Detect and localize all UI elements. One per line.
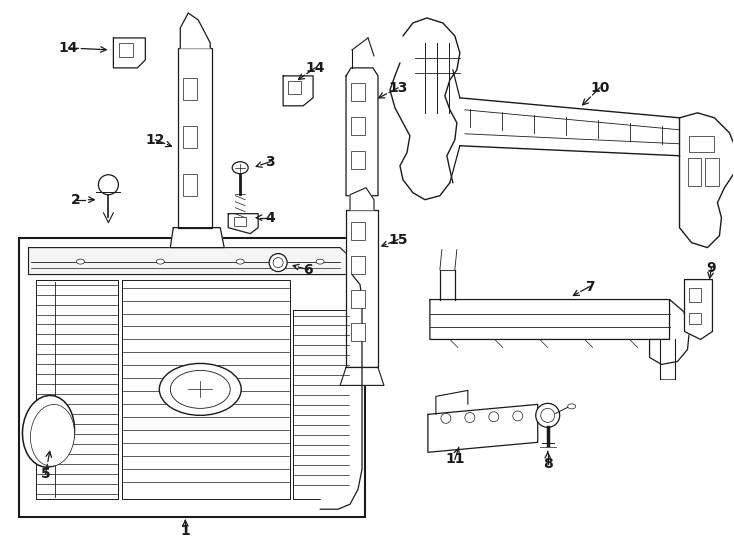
Ellipse shape — [232, 162, 248, 174]
Bar — [184, 78, 197, 100]
Bar — [351, 255, 365, 274]
Circle shape — [536, 403, 560, 427]
Bar — [689, 136, 714, 152]
Text: 8: 8 — [543, 457, 553, 471]
Ellipse shape — [316, 259, 324, 264]
Text: 7: 7 — [585, 280, 595, 294]
Polygon shape — [685, 280, 713, 340]
Ellipse shape — [567, 404, 575, 409]
Bar — [705, 158, 719, 186]
Circle shape — [269, 254, 287, 272]
Text: 10: 10 — [590, 81, 609, 95]
Polygon shape — [346, 68, 378, 195]
Bar — [18, 238, 365, 517]
Text: 13: 13 — [388, 81, 407, 95]
Text: 3: 3 — [265, 155, 275, 168]
Polygon shape — [181, 13, 210, 48]
Circle shape — [489, 412, 499, 422]
Polygon shape — [340, 367, 384, 386]
Ellipse shape — [159, 363, 241, 415]
Text: 14: 14 — [59, 41, 79, 55]
Polygon shape — [403, 18, 460, 183]
Polygon shape — [293, 309, 350, 499]
Bar — [184, 174, 197, 195]
Polygon shape — [390, 63, 450, 200]
Bar — [184, 126, 197, 148]
Text: 4: 4 — [265, 211, 275, 225]
Bar — [178, 48, 212, 228]
Polygon shape — [350, 188, 374, 210]
Circle shape — [513, 411, 523, 421]
Polygon shape — [29, 248, 355, 274]
Text: 11: 11 — [445, 453, 465, 466]
Bar — [351, 151, 365, 168]
Bar — [351, 117, 365, 135]
Bar — [120, 43, 134, 57]
Ellipse shape — [30, 404, 75, 466]
Bar — [689, 313, 702, 325]
Polygon shape — [228, 214, 258, 234]
Bar — [688, 158, 702, 186]
Text: 6: 6 — [303, 262, 313, 276]
Text: 15: 15 — [388, 233, 407, 247]
Ellipse shape — [23, 395, 75, 467]
Bar — [288, 81, 301, 94]
Text: 14: 14 — [305, 61, 325, 75]
Text: 12: 12 — [145, 133, 165, 147]
Polygon shape — [123, 280, 290, 499]
Polygon shape — [283, 76, 313, 106]
Bar — [351, 323, 365, 341]
Bar — [351, 221, 365, 240]
Circle shape — [441, 413, 451, 423]
Bar — [351, 83, 365, 101]
Polygon shape — [103, 213, 113, 222]
Circle shape — [541, 408, 555, 422]
Ellipse shape — [156, 259, 164, 264]
Text: 1: 1 — [181, 524, 190, 538]
Polygon shape — [650, 300, 689, 365]
Text: 9: 9 — [707, 261, 716, 274]
Ellipse shape — [170, 370, 230, 408]
Ellipse shape — [76, 259, 84, 264]
Bar — [689, 288, 702, 301]
Polygon shape — [436, 390, 468, 414]
Text: 2: 2 — [70, 193, 80, 207]
Polygon shape — [170, 228, 224, 248]
Circle shape — [273, 258, 283, 268]
Bar — [351, 289, 365, 307]
Polygon shape — [680, 113, 734, 248]
Ellipse shape — [236, 259, 244, 264]
Text: 5: 5 — [40, 467, 51, 481]
Polygon shape — [113, 38, 145, 68]
Polygon shape — [430, 300, 683, 349]
Circle shape — [98, 175, 118, 195]
Bar — [234, 217, 246, 226]
Circle shape — [465, 413, 475, 422]
Polygon shape — [346, 210, 378, 367]
Polygon shape — [428, 404, 538, 453]
Polygon shape — [320, 274, 362, 509]
Polygon shape — [31, 274, 355, 504]
Polygon shape — [35, 280, 118, 499]
